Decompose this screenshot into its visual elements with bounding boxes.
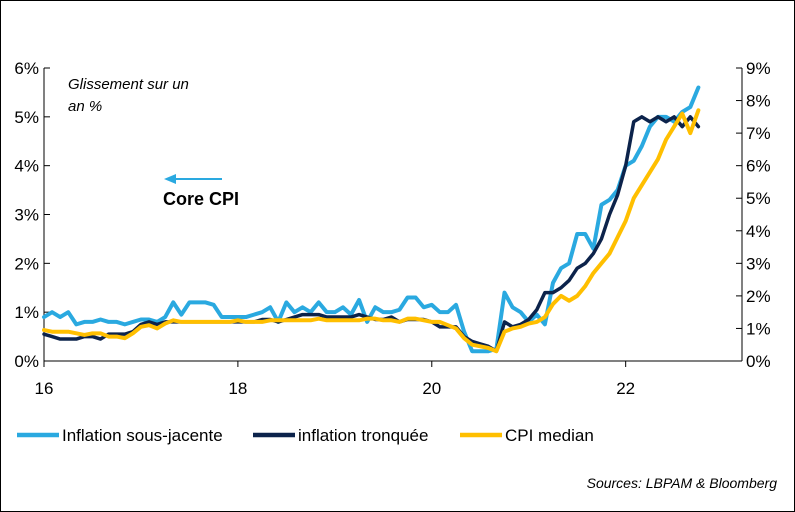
- legend: Inflation sous-jacente inflation tronqué…: [17, 426, 594, 445]
- y-left-tick-label: 4%: [14, 157, 39, 176]
- y-right-tick-label: 8%: [746, 92, 771, 111]
- source-note: Sources: LBPAM & Bloomberg: [587, 475, 778, 491]
- x-tick-label: 22: [616, 379, 635, 398]
- y-right-tick-label: 2%: [746, 287, 771, 306]
- y-left-tick-label: 2%: [14, 254, 39, 273]
- y-right-tick-label: 4%: [746, 222, 771, 241]
- annotation-text-1: Glissement sur un: [68, 76, 189, 93]
- y-right-tick-label: 5%: [746, 189, 771, 208]
- y-left-tick-label: 6%: [14, 59, 39, 78]
- y-right-tick-label: 9%: [746, 59, 771, 78]
- x-tick-label: 18: [228, 379, 247, 398]
- arrow-head-icon: [164, 174, 176, 184]
- legend-label-inflation-sous-jacente: Inflation sous-jacente: [62, 426, 223, 445]
- y-right-tick-label: 3%: [746, 254, 771, 273]
- y-right-tick-label: 1%: [746, 319, 771, 338]
- y-right-tick-label: 0%: [746, 352, 771, 371]
- x-tick-label: 16: [35, 379, 54, 398]
- axes-layer: 0% 1% 2% 3% 4% 5% 6% 0% 1% 2% 3% 4% 5% 6% 7% 8% 9% 16 18 20…: [14, 59, 770, 398]
- legend-label-inflation-tronquee: inflation tronquée: [298, 426, 428, 445]
- y-left-tick-label: 5%: [14, 108, 39, 127]
- annotation-text-2: an %: [68, 98, 102, 115]
- series-line-inflation-sous-jacente: [42, 85, 701, 354]
- series-line-cpi-median: [42, 108, 701, 354]
- left-arrow: [164, 174, 222, 184]
- core-cpi-label: Core CPI: [163, 189, 239, 209]
- y-right-tick-label: 6%: [746, 157, 771, 176]
- series-layer: [42, 85, 701, 354]
- y-right-tick-label: 7%: [746, 124, 771, 143]
- x-tick-label: 20: [422, 379, 441, 398]
- legend-label-cpi-median: CPI median: [505, 426, 594, 445]
- y-left-tick-label: 3%: [14, 206, 39, 225]
- y-left-tick-label: 1%: [14, 303, 39, 322]
- y-left-tick-label: 0%: [14, 352, 39, 371]
